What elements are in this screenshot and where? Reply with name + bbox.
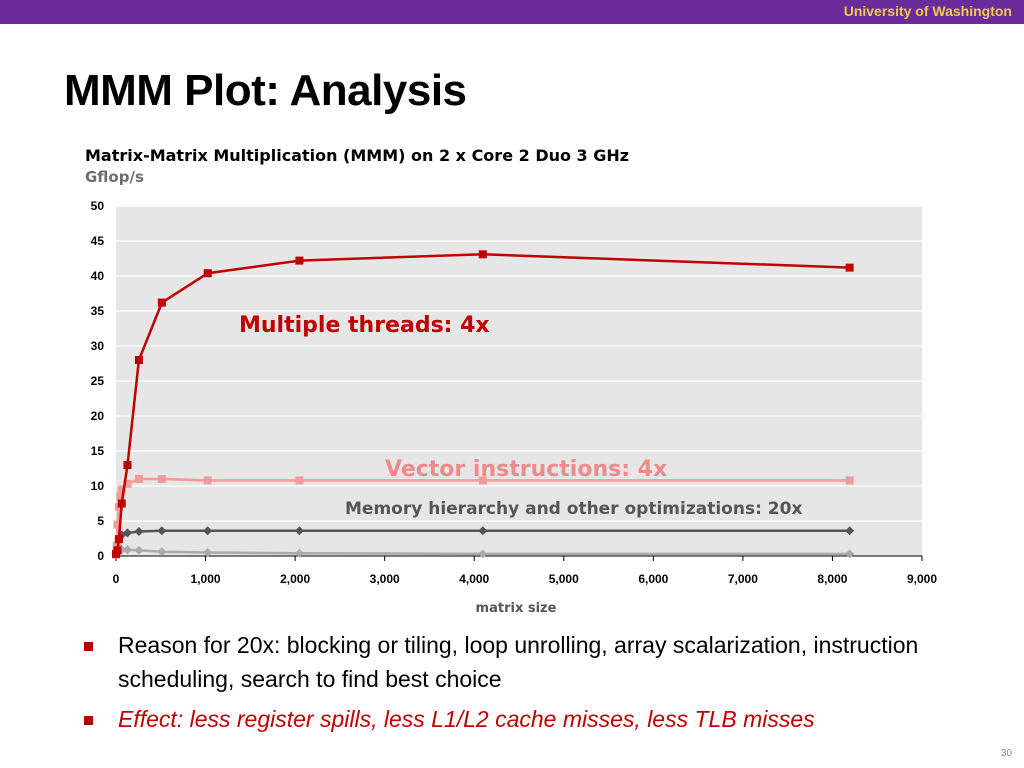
- series-point-2: [157, 526, 167, 536]
- series-point-3: [157, 547, 167, 557]
- series-point-0: [157, 298, 166, 307]
- x-tick-label: 5,000: [549, 572, 579, 586]
- annotation-2: Memory hierarchy and other optimizations…: [345, 499, 802, 519]
- series-point-1: [203, 476, 212, 485]
- series-point-0: [123, 461, 132, 469]
- series-point-3: [845, 549, 855, 559]
- bullet-marker-icon: [84, 642, 93, 651]
- bullet-marker-icon: [84, 716, 93, 725]
- x-tick-label: 9,000: [907, 572, 937, 586]
- series-point-3: [203, 548, 213, 557]
- annotation-0: Multiple threads: 4x: [239, 313, 490, 338]
- x-tick-label: 4,000: [459, 572, 489, 586]
- series-point-1: [116, 492, 125, 501]
- top-banner: University of Washington: [0, 0, 1024, 24]
- series-point-1: [123, 479, 132, 488]
- series-point-0: [134, 356, 143, 364]
- series-point-1: [134, 475, 143, 483]
- slide-title: MMM Plot: Analysis: [64, 66, 467, 115]
- series-point-0: [114, 535, 123, 544]
- x-tick-label: 1,000: [191, 572, 221, 586]
- annotation-1: Vector instructions: 4x: [385, 457, 667, 482]
- series-point-2: [478, 526, 488, 536]
- series-point-2: [134, 527, 144, 536]
- series-point-1: [112, 541, 121, 550]
- x-tick-label: 7,000: [728, 572, 758, 586]
- series-point-1: [113, 520, 122, 529]
- y-tick-label: 30: [91, 339, 105, 353]
- bullet-reason: Reason for 20x: blocking or tiling, loop…: [84, 628, 964, 696]
- series-point-0: [478, 250, 487, 259]
- series-point-3: [294, 548, 304, 558]
- y-tick-label: 50: [91, 199, 105, 213]
- y-tick-label: 5: [97, 514, 104, 528]
- series-point-2: [203, 526, 213, 536]
- series-point-1: [295, 476, 304, 485]
- y-tick-label: 25: [91, 374, 105, 388]
- bullet-effect: Effect: less register spills, less L1/L2…: [84, 702, 964, 736]
- y-tick-label: 35: [91, 304, 105, 318]
- y-tick-label: 45: [91, 234, 105, 248]
- series-point-0: [203, 269, 212, 278]
- series-point-0: [295, 256, 304, 265]
- series-point-1: [157, 475, 166, 483]
- x-tick-label: 6,000: [638, 572, 668, 586]
- y-tick-label: 0: [97, 549, 104, 563]
- bullet-effect-text: Effect: less register spills, less L1/L2…: [118, 706, 815, 732]
- series-point-0: [845, 263, 854, 272]
- institution-name: University of Washington: [843, 3, 1012, 19]
- series-point-1: [845, 476, 854, 485]
- x-tick-label: 3,000: [370, 572, 400, 586]
- x-axis-label: matrix size: [476, 601, 557, 616]
- series-point-0: [117, 499, 126, 508]
- page-number: 30: [1000, 748, 1012, 759]
- series-point-3: [478, 549, 488, 559]
- chart-y-axis-label: Gflop/s: [85, 168, 144, 186]
- bullet-reason-text: Reason for 20x: blocking or tiling, loop…: [118, 632, 919, 692]
- series-point-1: [478, 476, 487, 485]
- series-point-0: [113, 546, 122, 555]
- y-tick-label: 20: [91, 409, 105, 423]
- mmm-performance-chart: 0 5 10 15 20 25 30 35 40 45 50 0 1,000 2,000 3,000 4,00…: [91, 199, 938, 616]
- x-tick-label: 8,000: [817, 572, 847, 586]
- series-point-1: [117, 485, 126, 494]
- x-tick-label: 0: [113, 572, 120, 586]
- y-tick-label: 40: [91, 269, 105, 283]
- chart-title: Matrix-Matrix Multiplication (MMM) on 2 …: [85, 146, 630, 165]
- x-tick-label: 2,000: [280, 572, 310, 586]
- y-tick-label: 10: [91, 479, 105, 493]
- series-point-2: [294, 526, 304, 536]
- bullet-list: Reason for 20x: blocking or tiling, loop…: [84, 628, 964, 736]
- series-point-3: [122, 545, 132, 555]
- series-point-3: [134, 545, 144, 555]
- series-point-2: [122, 528, 132, 538]
- y-tick-label: 15: [91, 444, 105, 458]
- series-point-2: [845, 526, 855, 536]
